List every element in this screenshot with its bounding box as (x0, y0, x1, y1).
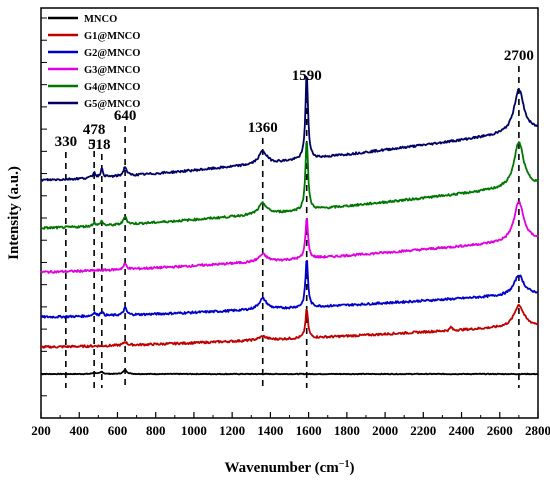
legend-label: MNCO (84, 14, 117, 25)
x-tick-label: 2400 (449, 423, 475, 438)
x-tick-label: 400 (69, 423, 89, 438)
series-line-g2-mnco (40, 260, 539, 319)
x-axis-title-main: Wavenumber (cm (225, 460, 340, 476)
series-layer (40, 75, 539, 376)
peak-label-518: 518 (88, 137, 111, 153)
x-tick-label: 2800 (525, 423, 550, 438)
legend-label: G1@MNCO (84, 31, 140, 42)
x-tick-label: 200 (31, 423, 51, 438)
x-tick-label: 1800 (334, 423, 360, 438)
series-line-mnco (40, 369, 539, 376)
x-tick-label: 1400 (257, 423, 283, 438)
x-tick-label: 2600 (487, 423, 513, 438)
peak-marker-lines (65, 66, 520, 388)
peak-label-330: 330 (55, 134, 78, 150)
x-axis-ticks: 200 400 600 800 1000 1200 1400 1600 1800 2000 2200… (31, 412, 550, 438)
peak-label-478: 478 (83, 122, 106, 138)
x-axis-title-end: ) (350, 460, 355, 476)
series-line-g4-mnco (40, 141, 539, 230)
legend-label: G2@MNCO (84, 48, 140, 59)
peak-label-1590: 1590 (292, 68, 322, 84)
x-tick-label: 1200 (219, 423, 245, 438)
y-axis-ticks (41, 17, 47, 419)
legend-label: G4@MNCO (84, 82, 140, 93)
legend-label: G3@MNCO (84, 65, 140, 76)
series-line-g3-mnco (40, 201, 539, 274)
y-axis-title: Intensity (a.u.) (6, 166, 22, 260)
x-tick-label: 600 (108, 423, 128, 438)
x-tick-label: 2000 (372, 423, 398, 438)
x-tick-label: 1000 (181, 423, 207, 438)
peak-label-640: 640 (114, 108, 137, 124)
peak-label-1360: 1360 (248, 120, 278, 136)
legend-label: G5@MNCO (84, 99, 140, 110)
series-line-g1-mnco (40, 303, 539, 349)
peak-label-2700: 2700 (504, 48, 534, 64)
x-tick-label: 2200 (410, 423, 436, 438)
x-axis-title-sup: −1 (339, 459, 350, 470)
x-axis-title: Wavenumber (cm−1) (225, 459, 355, 477)
legend: MNCO G1@MNCO G2@MNCO G3@MNCO G4@MNCO G5@MNCO (48, 14, 140, 110)
x-tick-label: 800 (146, 423, 166, 438)
series-line-g5-mnco (40, 75, 539, 182)
x-tick-label: 1600 (296, 423, 322, 438)
